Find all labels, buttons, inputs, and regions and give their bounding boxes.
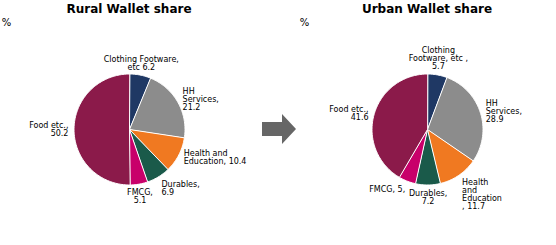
svg-text:FMCG,5.1: FMCG,5.1 <box>127 188 153 205</box>
svg-text:HHServices,28.9: HHServices,28.9 <box>486 99 522 124</box>
svg-text:%: % <box>2 18 12 28</box>
svg-text:HealthandEducation, 11.7: HealthandEducation, 11.7 <box>462 178 502 211</box>
html-text:Urban Wallet share: Urban Wallet share <box>361 2 492 16</box>
svg-text:Health andEducation, 10.4: Health andEducation, 10.4 <box>184 149 247 166</box>
svg-text:Clothing Footware,etc 6.2: Clothing Footware,etc 6.2 <box>104 55 179 72</box>
html-text:Rural Wallet share: Rural Wallet share <box>66 2 192 16</box>
svg-text:%: % <box>300 18 310 28</box>
svg-text:FMCG, 5,: FMCG, 5, <box>369 185 405 194</box>
svg-text:Durables,6.9: Durables,6.9 <box>161 180 199 197</box>
svg-text:Food etc.,50.2: Food etc.,50.2 <box>29 121 68 138</box>
svg-text:HHServices,21.2: HHServices,21.2 <box>183 87 219 112</box>
svg-text:ClothingFootware, etc ,5.7: ClothingFootware, etc ,5.7 <box>409 46 468 71</box>
svg-text:Food etc.,41.6: Food etc.,41.6 <box>329 105 368 122</box>
svg-text:Durables,7.2: Durables,7.2 <box>409 189 447 206</box>
